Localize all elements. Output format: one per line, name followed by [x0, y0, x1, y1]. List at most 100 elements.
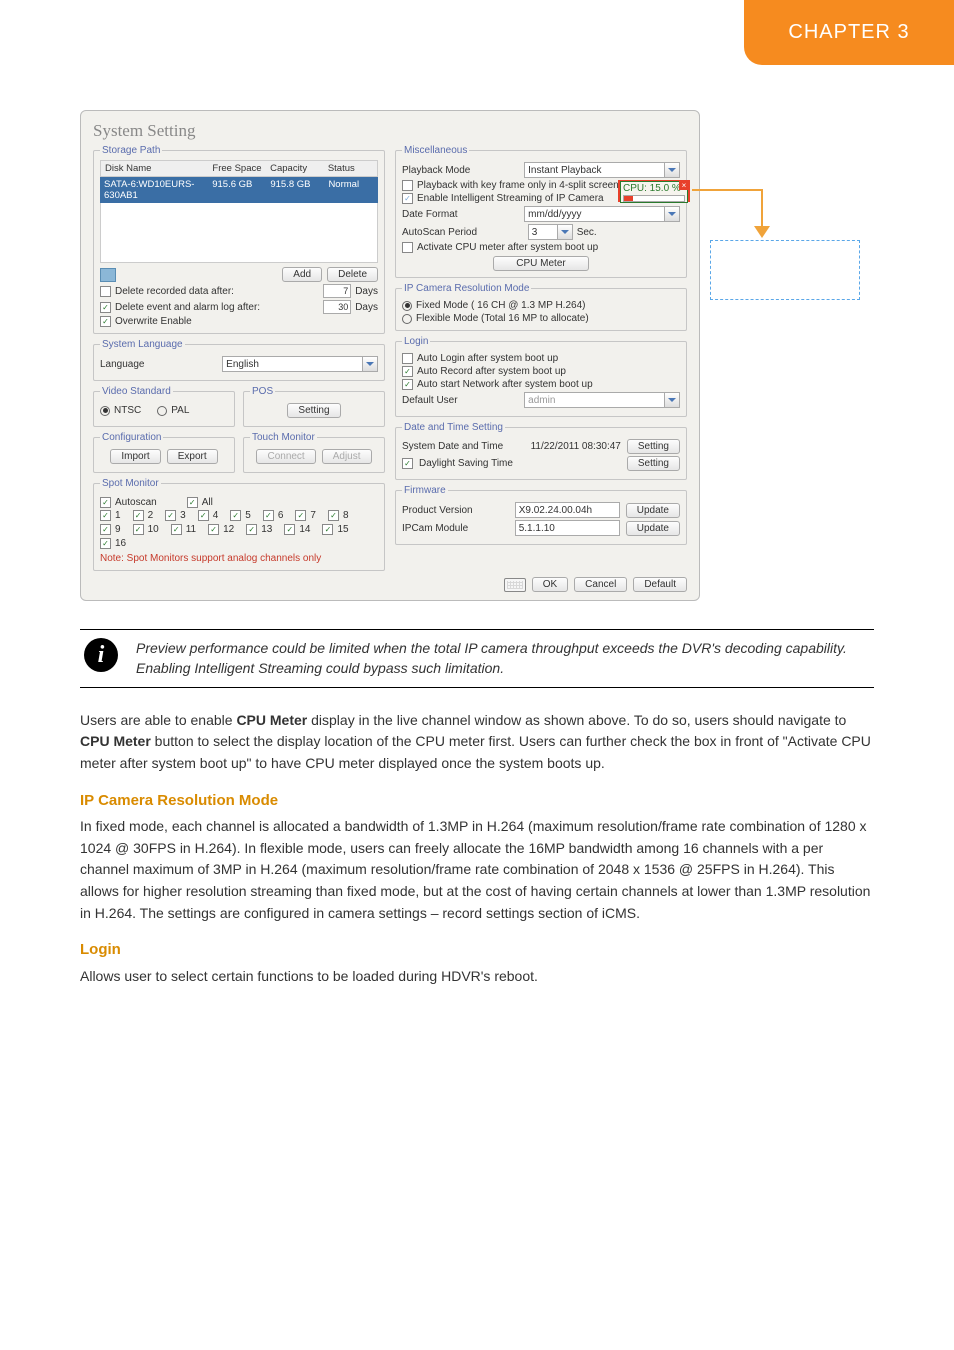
language-select[interactable]: English	[222, 356, 378, 372]
auto-network-checkbox[interactable]: ✓	[402, 379, 413, 390]
delete-rec-days-unit: Days	[355, 286, 378, 297]
miscellaneous-group: Miscellaneous Playback Mode Instant Play…	[395, 145, 687, 278]
playback-mode-value: Instant Playback	[528, 165, 601, 176]
spot-ch-label: 1	[115, 510, 121, 521]
disk-name: SATA-6:WD10EURS-630AB1	[100, 177, 208, 203]
delete-evt-days-unit: Days	[355, 302, 378, 313]
pos-setting-button[interactable]: Setting	[287, 403, 340, 418]
cpu-meter-text: CPU: 15.0 %	[623, 183, 681, 194]
delete-rec-checkbox[interactable]	[100, 286, 111, 297]
spot-ch-label: 8	[343, 510, 349, 521]
autoscan-label: Autoscan	[115, 497, 157, 508]
all-checkbox[interactable]: ✓	[187, 497, 198, 508]
spot-ch-checkbox[interactable]: ✓	[263, 510, 274, 521]
miscellaneous-legend: Miscellaneous	[402, 145, 469, 156]
datetime-setting-button[interactable]: Setting	[627, 439, 680, 454]
keyframe-checkbox[interactable]	[402, 180, 413, 191]
spot-note: Note: Spot Monitors support analog chann…	[100, 553, 378, 564]
col-freespace: Free Space	[208, 161, 266, 176]
overwrite-checkbox[interactable]: ✓	[100, 316, 111, 327]
spot-ch-checkbox[interactable]: ✓	[246, 524, 257, 535]
p1e: button to select the display location of…	[80, 733, 871, 771]
date-format-select[interactable]: mm/dd/yyyy	[524, 206, 680, 222]
p1b: CPU Meter	[236, 712, 307, 728]
spot-ch-checkbox[interactable]: ✓	[133, 524, 144, 535]
pos-legend: POS	[250, 386, 275, 397]
fixed-mode-label: Fixed Mode ( 16 CH @ 1.3 MP H.264)	[416, 300, 585, 311]
cpu-boot-checkbox[interactable]	[402, 242, 413, 253]
configuration-group: Configuration Import Export	[93, 432, 235, 473]
add-button[interactable]: Add	[282, 267, 322, 282]
pos-group: POS Setting	[243, 386, 385, 427]
daylight-setting-button[interactable]: Setting	[627, 456, 680, 471]
spot-ch-checkbox[interactable]: ✓	[100, 524, 111, 535]
close-icon[interactable]: ×	[679, 180, 689, 190]
spot-ch-label: 5	[245, 510, 251, 521]
date-format-value: mm/dd/yyyy	[528, 209, 581, 220]
login-group: Login Auto Login after system boot up ✓A…	[395, 336, 687, 417]
ipcam-module-label: IPCam Module	[402, 523, 509, 534]
spot-ch-checkbox[interactable]: ✓	[284, 524, 295, 535]
auto-record-checkbox[interactable]: ✓	[402, 366, 413, 377]
disk-row[interactable]: SATA-6:WD10EURS-630AB1 915.6 GB 915.8 GB…	[100, 177, 378, 203]
export-button[interactable]: Export	[167, 449, 218, 464]
col-status: Status	[324, 161, 377, 176]
spot-ch-checkbox[interactable]: ✓	[100, 538, 111, 549]
spot-ch-checkbox[interactable]: ✓	[100, 510, 111, 521]
spot-ch-checkbox[interactable]: ✓	[295, 510, 306, 521]
product-update-button[interactable]: Update	[626, 503, 680, 518]
hdd-icon[interactable]	[100, 268, 116, 282]
spot-ch-label: 13	[261, 524, 272, 535]
spot-ch-checkbox[interactable]: ✓	[230, 510, 241, 521]
auto-network-label: Auto start Network after system boot up	[417, 379, 593, 390]
p1a: Users are able to enable	[80, 712, 236, 728]
spot-ch-checkbox[interactable]: ✓	[322, 524, 333, 535]
delete-rec-days[interactable]: 7	[323, 284, 351, 298]
keyboard-icon[interactable]	[504, 578, 526, 592]
spot-ch-checkbox[interactable]: ✓	[133, 510, 144, 521]
language-value: English	[226, 359, 259, 370]
delete-evt-days[interactable]: 30	[323, 300, 351, 314]
autoscan-period-select[interactable]: 3	[528, 224, 573, 240]
stream-checkbox[interactable]: ✓	[402, 193, 413, 204]
spot-ch-checkbox[interactable]: ✓	[198, 510, 209, 521]
ok-button[interactable]: OK	[532, 577, 568, 592]
pal-radio[interactable]	[157, 406, 167, 416]
import-button[interactable]: Import	[110, 449, 160, 464]
spot-ch-label: 12	[223, 524, 234, 535]
firmware-group: Firmware Product Version X9.02.24.00.04h…	[395, 485, 687, 545]
fixed-mode-radio[interactable]	[402, 301, 412, 311]
daylight-checkbox[interactable]: ✓	[402, 458, 413, 469]
cancel-button[interactable]: Cancel	[574, 577, 627, 592]
delete-evt-checkbox[interactable]: ✓	[100, 302, 111, 313]
default-button[interactable]: Default	[633, 577, 687, 592]
cpu-bar-fill	[624, 196, 633, 201]
chevron-down-icon	[664, 393, 679, 407]
ntsc-label: NTSC	[114, 405, 141, 416]
spot-ch-label: 2	[148, 510, 154, 521]
spot-ch-label: 3	[180, 510, 186, 521]
spot-ch-checkbox[interactable]: ✓	[165, 510, 176, 521]
overwrite-label: Overwrite Enable	[115, 316, 192, 327]
login-legend: Login	[402, 336, 430, 347]
disk-status: Normal	[324, 177, 378, 203]
spot-ch-label: 11	[186, 524, 196, 535]
spot-ch-label: 9	[115, 524, 121, 535]
info-note-text: Preview performance could be limited whe…	[136, 638, 874, 679]
date-time-legend: Date and Time Setting	[402, 422, 505, 433]
connect-button: Connect	[256, 449, 315, 464]
spot-ch-checkbox[interactable]: ✓	[171, 524, 182, 535]
playback-mode-select[interactable]: Instant Playback	[524, 162, 680, 178]
flexible-mode-radio[interactable]	[402, 314, 412, 324]
ntsc-radio[interactable]	[100, 406, 110, 416]
spot-ch-checkbox[interactable]: ✓	[328, 510, 339, 521]
spot-ch-checkbox[interactable]: ✓	[208, 524, 219, 535]
language-label: Language	[100, 359, 216, 370]
delete-button[interactable]: Delete	[327, 267, 378, 282]
cpu-meter-button[interactable]: CPU Meter	[493, 256, 588, 271]
ipcam-update-button[interactable]: Update	[626, 521, 680, 536]
autoscan-checkbox[interactable]: ✓	[100, 497, 111, 508]
default-user-select[interactable]: admin	[524, 392, 680, 408]
spot-ch-label: 14	[299, 524, 310, 535]
auto-login-checkbox[interactable]	[402, 353, 413, 364]
